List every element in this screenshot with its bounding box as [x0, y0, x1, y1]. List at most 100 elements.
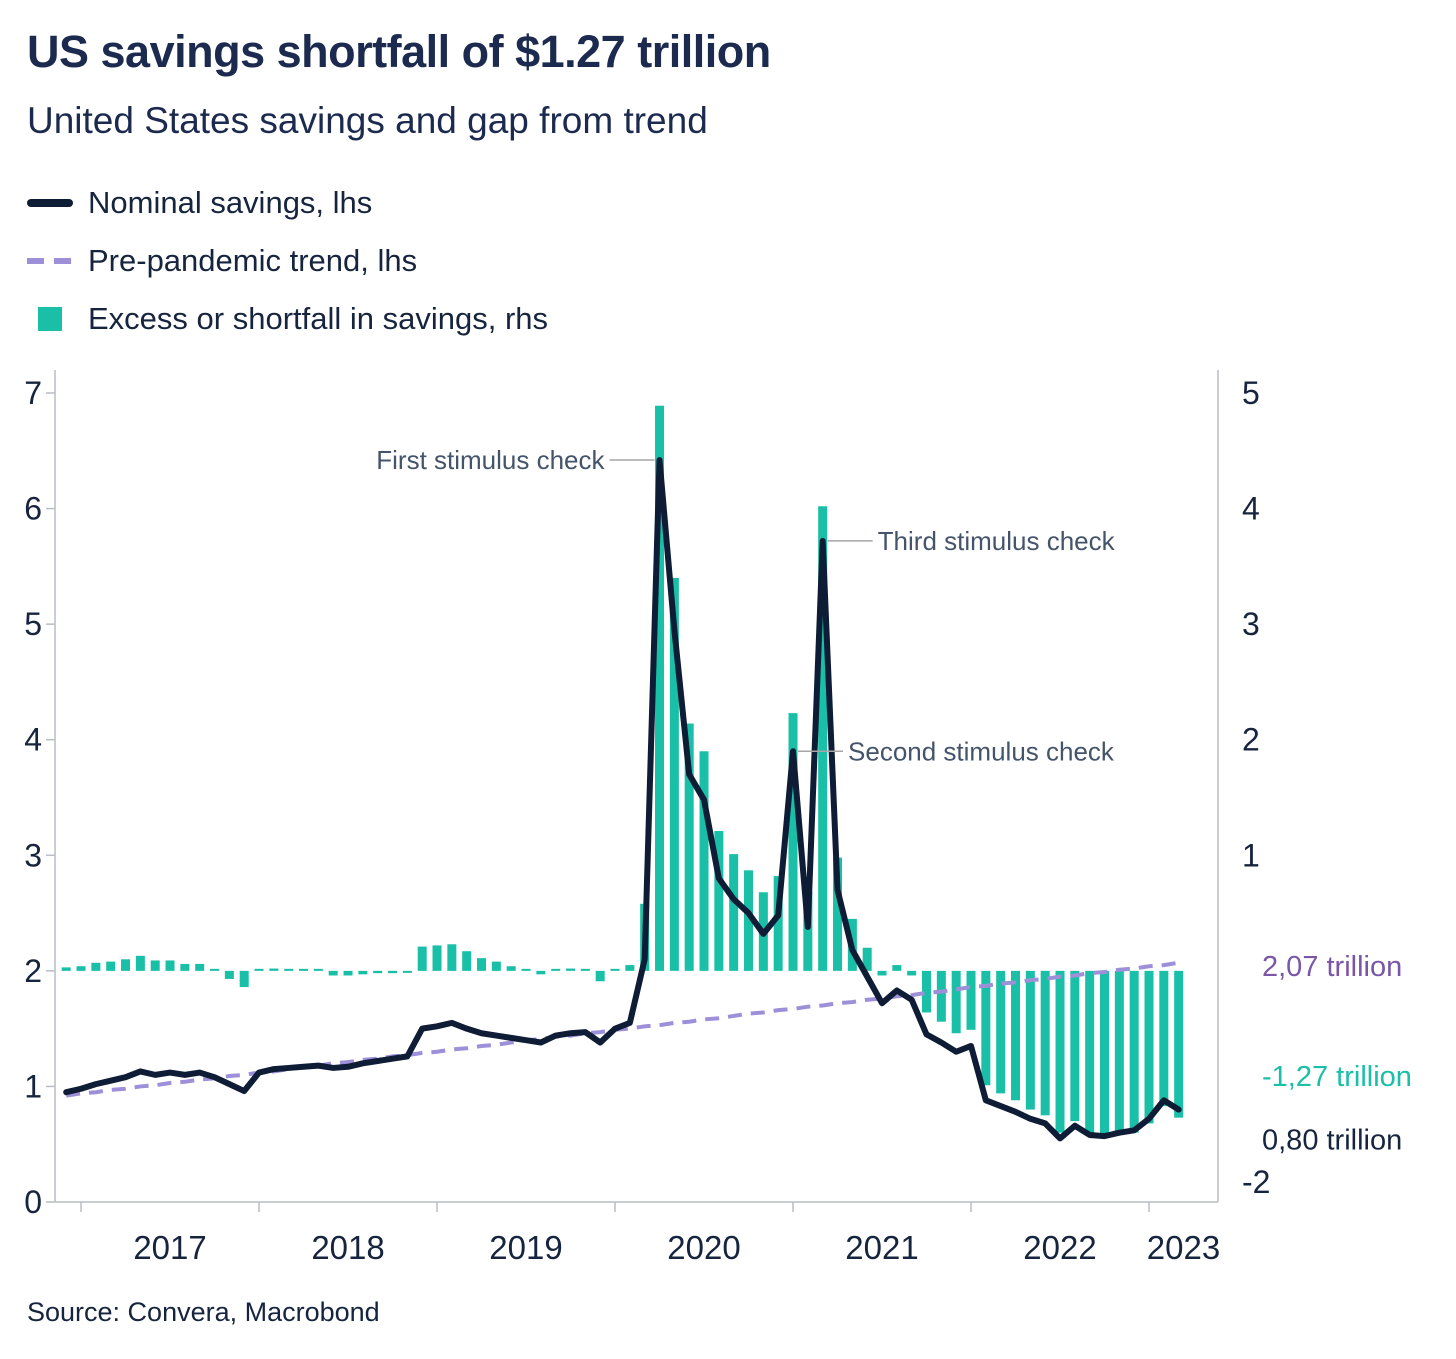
excess-bar — [1100, 970, 1110, 1135]
excess-bar — [714, 831, 724, 971]
excess-bar — [966, 970, 976, 1030]
excess-bar — [699, 751, 709, 971]
x-axis-year-label: 2021 — [845, 1229, 918, 1266]
excess-bar — [180, 963, 190, 971]
excess-bar — [313, 968, 323, 971]
excess-bar — [536, 970, 546, 975]
excess-bar — [373, 970, 383, 974]
excess-bar — [343, 970, 353, 976]
excess-bar — [506, 966, 516, 971]
excess-bar — [135, 955, 145, 971]
excess-bar — [892, 965, 902, 971]
annotation-text: Third stimulus check — [878, 526, 1116, 556]
excess-bar — [299, 968, 309, 971]
excess-bar — [328, 970, 338, 976]
excess-bar — [1040, 970, 1050, 1116]
left-axis-tick-label: 7 — [24, 375, 42, 411]
excess-bar — [521, 968, 531, 971]
annotation-text: Second stimulus check — [848, 736, 1115, 766]
legend-item-excess-shortfall: Excess or shortfall in savings, rhs — [27, 299, 548, 338]
excess-bar — [669, 577, 679, 971]
excess-bar — [951, 970, 961, 1034]
annotation-text: First stimulus check — [376, 445, 605, 475]
x-axis-year-label: 2017 — [133, 1229, 206, 1266]
page-subtitle: United States savings and gap from trend — [27, 100, 708, 141]
excess-bar — [551, 968, 561, 971]
excess-bar — [1070, 970, 1080, 1122]
right-axis-tick-label: 2 — [1242, 722, 1260, 758]
excess-bar — [284, 968, 294, 971]
excess-shortfall-swatch — [38, 306, 62, 331]
right-value-label: -1,27 trillion — [1262, 1061, 1412, 1093]
excess-bar — [1011, 970, 1021, 1101]
excess-bar — [61, 967, 71, 971]
excess-bar — [684, 723, 694, 971]
pre-pandemic-trend-swatch — [27, 257, 73, 264]
excess-bar — [1055, 970, 1065, 1133]
left-axis-tick-label: 5 — [24, 606, 42, 642]
excess-bar — [996, 970, 1006, 1094]
page-title: US savings shortfall of $1.27 trillion — [27, 26, 771, 77]
excess-bar — [1174, 970, 1184, 1118]
legend-label-nominal-savings: Nominal savings, lhs — [88, 184, 373, 220]
excess-bar — [1144, 970, 1154, 1124]
source-note: Source: Convera, Macrobond — [27, 1297, 380, 1327]
excess-bar — [595, 970, 605, 982]
excess-bar — [1025, 970, 1035, 1110]
excess-bar — [477, 958, 487, 971]
excess-bar — [833, 857, 843, 971]
x-axis-year-label: 2019 — [489, 1229, 562, 1266]
excess-bar — [655, 405, 665, 971]
excess-bar — [462, 951, 472, 971]
excess-bar — [210, 968, 220, 971]
left-axis-tick-label: 6 — [24, 491, 42, 527]
nominal-savings-line-swatch — [27, 198, 73, 207]
excess-bar — [417, 946, 427, 971]
left-axis-tick-label: 3 — [24, 837, 42, 873]
excess-bar — [106, 961, 116, 971]
excess-bar — [1114, 970, 1124, 1134]
excess-bar — [610, 968, 620, 971]
excess-bar — [818, 506, 828, 971]
excess-bar — [432, 945, 442, 971]
excess-bar — [877, 970, 887, 976]
x-axis-year-label: 2023 — [1147, 1229, 1220, 1266]
excess-bar — [195, 963, 205, 971]
left-axis-tick-label: 2 — [24, 953, 42, 989]
right-axis-tick-label: 3 — [1242, 606, 1260, 642]
excess-bar — [150, 960, 160, 971]
right-axis-tick-label: -2 — [1242, 1164, 1270, 1200]
nominal-savings-line — [63, 457, 1182, 1142]
excess-bar — [358, 970, 368, 975]
excess-bar — [447, 944, 457, 971]
excess-bar — [907, 970, 917, 976]
excess-bar — [402, 970, 412, 973]
excess-bar — [788, 713, 798, 971]
excess-bar — [1129, 970, 1139, 1133]
excess-bar — [625, 965, 635, 971]
legend-label-excess-shortfall: Excess or shortfall in savings, rhs — [88, 300, 549, 336]
legend-item-pre-pandemic-trend: Pre-pandemic trend, lhs — [27, 241, 548, 280]
legend-label-pre-pandemic-trend: Pre-pandemic trend, lhs — [88, 242, 418, 278]
left-axis-tick-label: 4 — [24, 722, 42, 758]
excess-bar — [91, 962, 101, 971]
excess-bar — [165, 960, 175, 971]
excess-bar — [803, 891, 813, 971]
excess-bar — [981, 970, 991, 1086]
excess-bar — [936, 970, 946, 1022]
excess-bar — [566, 968, 576, 971]
legend: Nominal savings, lhs Pre-pandemic trend,… — [27, 183, 548, 338]
excess-bar — [1159, 970, 1169, 1107]
excess-bar — [224, 970, 234, 979]
excess-bar — [269, 968, 279, 971]
legend-item-nominal-savings: Nominal savings, lhs — [27, 183, 548, 222]
excess-bar — [121, 959, 131, 971]
right-axis-tick-label: 4 — [1242, 491, 1260, 527]
excess-bar — [1085, 970, 1095, 1133]
excess-bar — [254, 968, 264, 971]
right-value-label: 0,80 trillion — [1262, 1124, 1402, 1156]
x-axis-year-label: 2020 — [667, 1229, 740, 1266]
x-axis-year-label: 2022 — [1023, 1229, 1096, 1266]
